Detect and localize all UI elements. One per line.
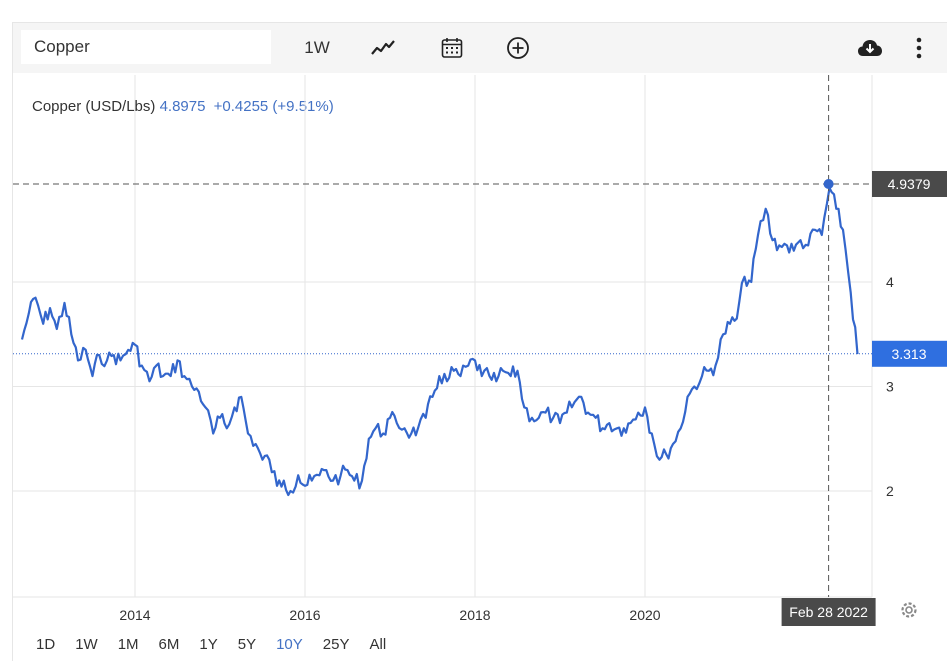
range-5y[interactable]: 5Y bbox=[237, 636, 257, 653]
plus-circle-icon[interactable] bbox=[503, 33, 533, 63]
last-value-label: 3.313 bbox=[891, 346, 926, 362]
cloud-download-icon[interactable] bbox=[855, 33, 885, 63]
crosshair-x-label-box bbox=[781, 598, 876, 626]
crosshair-x-label: Feb 28 2022 bbox=[789, 604, 868, 620]
price-line bbox=[20, 186, 859, 497]
crosshair-y-label: 4.9379 bbox=[888, 176, 931, 192]
toolbar: Copper 1W bbox=[13, 23, 947, 73]
legend-price: 4.8975 bbox=[159, 98, 206, 115]
legend-change: +0.4255 (+9.51%) bbox=[213, 98, 334, 115]
interval-button[interactable]: 1W bbox=[304, 38, 330, 57]
chart-legend: Copper (USD/Lbs) 4.8975 +0.4255 (+9.51%) bbox=[32, 98, 334, 115]
range-selector: 1D 1W 1M 6M 1Y 5Y 10Y 25Y All bbox=[26, 636, 396, 658]
x-tick-label: 2014 bbox=[119, 607, 150, 623]
grid-lines bbox=[13, 75, 873, 598]
range-1y[interactable]: 1Y bbox=[199, 636, 218, 653]
line-chart-icon[interactable] bbox=[368, 33, 398, 63]
last-value-label-box bbox=[872, 340, 947, 367]
crosshair-y-label-box bbox=[872, 170, 947, 197]
axis-labels: 2 3 4 2014 2016 2018 2020 bbox=[119, 274, 894, 623]
chart-frame bbox=[12, 22, 947, 661]
crosshair-point bbox=[823, 178, 834, 189]
legend-name: Copper (USD/Lbs) bbox=[32, 98, 156, 115]
crosshair-overlay: 4.9379 3.313 Feb 28 2022 bbox=[13, 75, 947, 626]
symbol-search-input[interactable]: Copper bbox=[21, 30, 271, 64]
calendar-icon[interactable] bbox=[437, 33, 467, 63]
x-tick-label: 2020 bbox=[629, 607, 660, 623]
price-series bbox=[20, 186, 859, 497]
range-6m[interactable]: 6M bbox=[158, 636, 180, 653]
x-tick-label: 2016 bbox=[289, 607, 320, 623]
range-10y[interactable]: 10Y bbox=[276, 636, 303, 653]
y-tick-label: 3 bbox=[886, 379, 894, 395]
more-vertical-icon[interactable] bbox=[909, 33, 929, 63]
range-1w[interactable]: 1W bbox=[75, 636, 98, 653]
x-tick-label: 2018 bbox=[459, 607, 490, 623]
range-all[interactable]: All bbox=[369, 636, 387, 653]
range-25y[interactable]: 25Y bbox=[322, 636, 350, 653]
gear-icon[interactable] bbox=[899, 600, 919, 620]
y-tick-label: 4 bbox=[886, 274, 894, 290]
range-1m[interactable]: 1M bbox=[117, 636, 139, 653]
y-tick-label: 2 bbox=[886, 483, 894, 499]
range-1d[interactable]: 1D bbox=[36, 636, 56, 653]
